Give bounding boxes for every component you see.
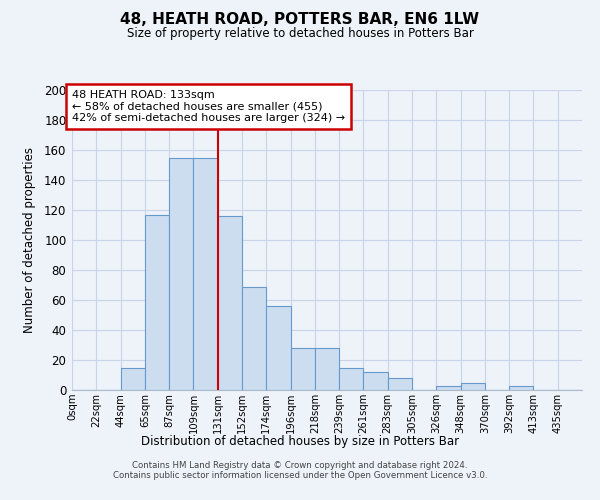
Y-axis label: Number of detached properties: Number of detached properties (23, 147, 36, 333)
Text: 48 HEATH ROAD: 133sqm
← 58% of detached houses are smaller (455)
42% of semi-det: 48 HEATH ROAD: 133sqm ← 58% of detached … (72, 90, 345, 123)
Bar (121, 368, 145, 390)
Bar (509, 386, 533, 390)
Bar (193, 158, 218, 390)
Bar (364, 372, 388, 390)
Bar (218, 216, 242, 390)
Bar (461, 382, 485, 390)
Text: Contains HM Land Registry data © Crown copyright and database right 2024.
Contai: Contains HM Land Registry data © Crown c… (113, 460, 487, 480)
Bar (266, 306, 290, 390)
Bar (388, 378, 412, 390)
Text: Distribution of detached houses by size in Potters Bar: Distribution of detached houses by size … (141, 435, 459, 448)
Text: Size of property relative to detached houses in Potters Bar: Size of property relative to detached ho… (127, 28, 473, 40)
Bar (436, 386, 461, 390)
Bar (290, 348, 315, 390)
Bar (339, 368, 364, 390)
Bar (315, 348, 339, 390)
Bar (145, 214, 169, 390)
Text: 48, HEATH ROAD, POTTERS BAR, EN6 1LW: 48, HEATH ROAD, POTTERS BAR, EN6 1LW (121, 12, 479, 28)
Bar (169, 158, 193, 390)
Bar (242, 286, 266, 390)
